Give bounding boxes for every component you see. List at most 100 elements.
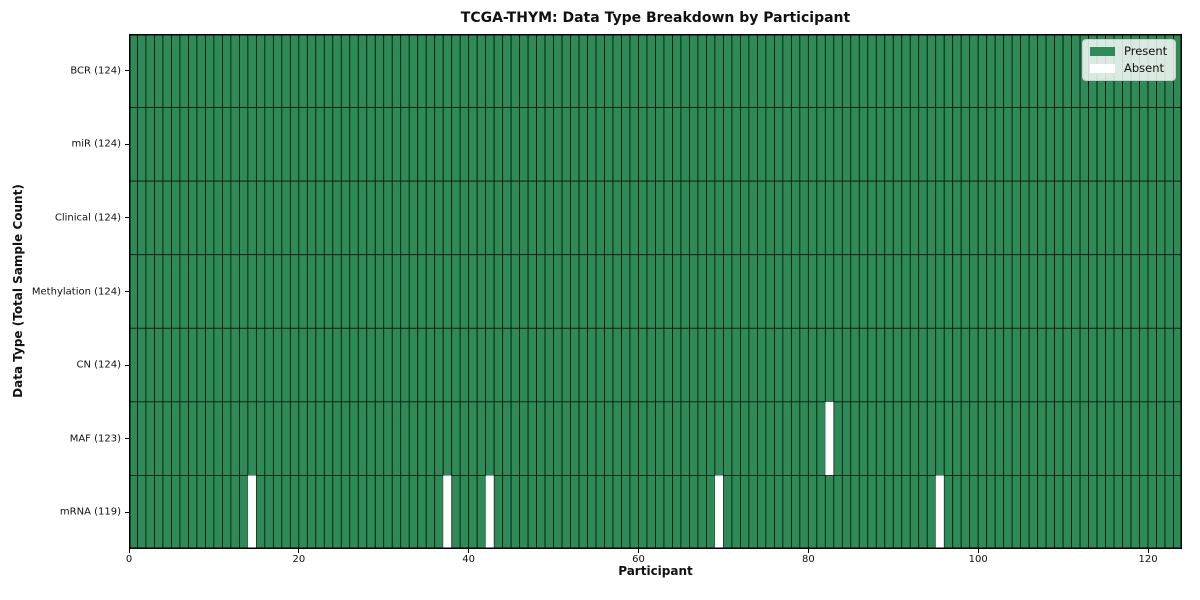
cell-present (595, 180, 605, 256)
cell-present (672, 254, 682, 329)
cell-present (188, 401, 198, 476)
cell-present (196, 475, 206, 549)
cell-present (179, 34, 189, 108)
cell-present (706, 475, 716, 549)
y-tick-label: mRNA (119) (59, 506, 121, 518)
cell-present (247, 327, 257, 403)
cell-present (1088, 254, 1098, 329)
cell-present (1113, 401, 1123, 476)
cell-present (298, 180, 308, 256)
cell-present (621, 401, 631, 476)
cell-present (689, 327, 699, 403)
cell-present (154, 254, 164, 329)
cell-present (1037, 254, 1047, 329)
cell-present (332, 180, 342, 256)
cell-present (553, 34, 563, 108)
cell-present (748, 254, 758, 329)
cell-present (383, 254, 393, 329)
cell-present (255, 401, 266, 476)
cell-present (519, 475, 529, 549)
cell-present (417, 327, 427, 403)
cell-present (374, 327, 385, 403)
cell-present (553, 254, 563, 329)
cell-present (205, 401, 215, 476)
cell-present (926, 180, 937, 256)
cell-present (451, 401, 461, 476)
cell-present (357, 401, 368, 476)
cell-present (553, 107, 563, 182)
cell-present (714, 180, 724, 256)
cell-present (799, 180, 809, 256)
cell-present (587, 254, 597, 329)
cell-present (672, 107, 682, 182)
cell-present (1011, 401, 1022, 476)
cell-present (544, 34, 554, 108)
cell-present (587, 327, 597, 403)
cell-present (578, 401, 588, 476)
cell-present (994, 107, 1005, 182)
cell-present (841, 327, 852, 403)
cell-present (519, 107, 529, 182)
cell-present (408, 327, 419, 403)
cell-present (935, 254, 945, 329)
cell-present (451, 254, 461, 329)
cell-present (723, 327, 733, 403)
cell-present (884, 327, 894, 403)
cell-present (706, 107, 716, 182)
cell-present (476, 107, 487, 182)
cell-present (629, 327, 639, 403)
cell-present (867, 34, 877, 108)
cell-present (272, 254, 283, 329)
cell-present (765, 401, 775, 476)
cell-present (1139, 254, 1149, 329)
cell-present (901, 107, 911, 182)
cell-present (1071, 401, 1081, 476)
cell-present (757, 327, 767, 403)
cell-present (833, 180, 843, 256)
cell-present (977, 107, 988, 182)
cell-present (926, 107, 937, 182)
cell-present (833, 475, 843, 549)
cell-present (340, 34, 351, 108)
cell-present (1062, 475, 1072, 549)
cell-present (1020, 475, 1030, 549)
cell-present (850, 475, 860, 549)
x-tick-mark (128, 549, 130, 553)
cell-present (824, 254, 835, 329)
cell-present (272, 401, 283, 476)
cell-present (1071, 107, 1081, 182)
cell-present (357, 34, 368, 108)
cell-present (952, 475, 962, 549)
x-tick-mark (298, 549, 300, 553)
cell-present (391, 401, 402, 476)
cell-present (374, 475, 385, 549)
cell-present (901, 180, 911, 256)
cell-present (536, 180, 546, 256)
cell-present (1147, 180, 1157, 256)
cell-present (1130, 180, 1140, 256)
cell-present (527, 475, 538, 549)
cell-present (527, 401, 538, 476)
cell-present (663, 475, 673, 549)
cell-present (986, 401, 996, 476)
cell-present (315, 401, 325, 476)
cell-present (332, 327, 342, 403)
cell-present (536, 327, 546, 403)
cell-present (434, 180, 444, 256)
cell-present (875, 401, 886, 476)
cell-present (977, 254, 988, 329)
cell-present (884, 107, 894, 182)
cell-present (1071, 327, 1081, 403)
cell-present (689, 401, 699, 476)
cell-present (1054, 475, 1064, 549)
cell-present (918, 254, 928, 329)
cell-present (1062, 34, 1072, 108)
cell-present (816, 34, 826, 108)
cell-present (366, 401, 376, 476)
cell-present (986, 475, 996, 549)
cell-present (875, 180, 886, 256)
cell-present (858, 327, 869, 403)
cell-present (544, 107, 554, 182)
cell-present (1088, 180, 1098, 256)
cell-present (926, 34, 937, 108)
